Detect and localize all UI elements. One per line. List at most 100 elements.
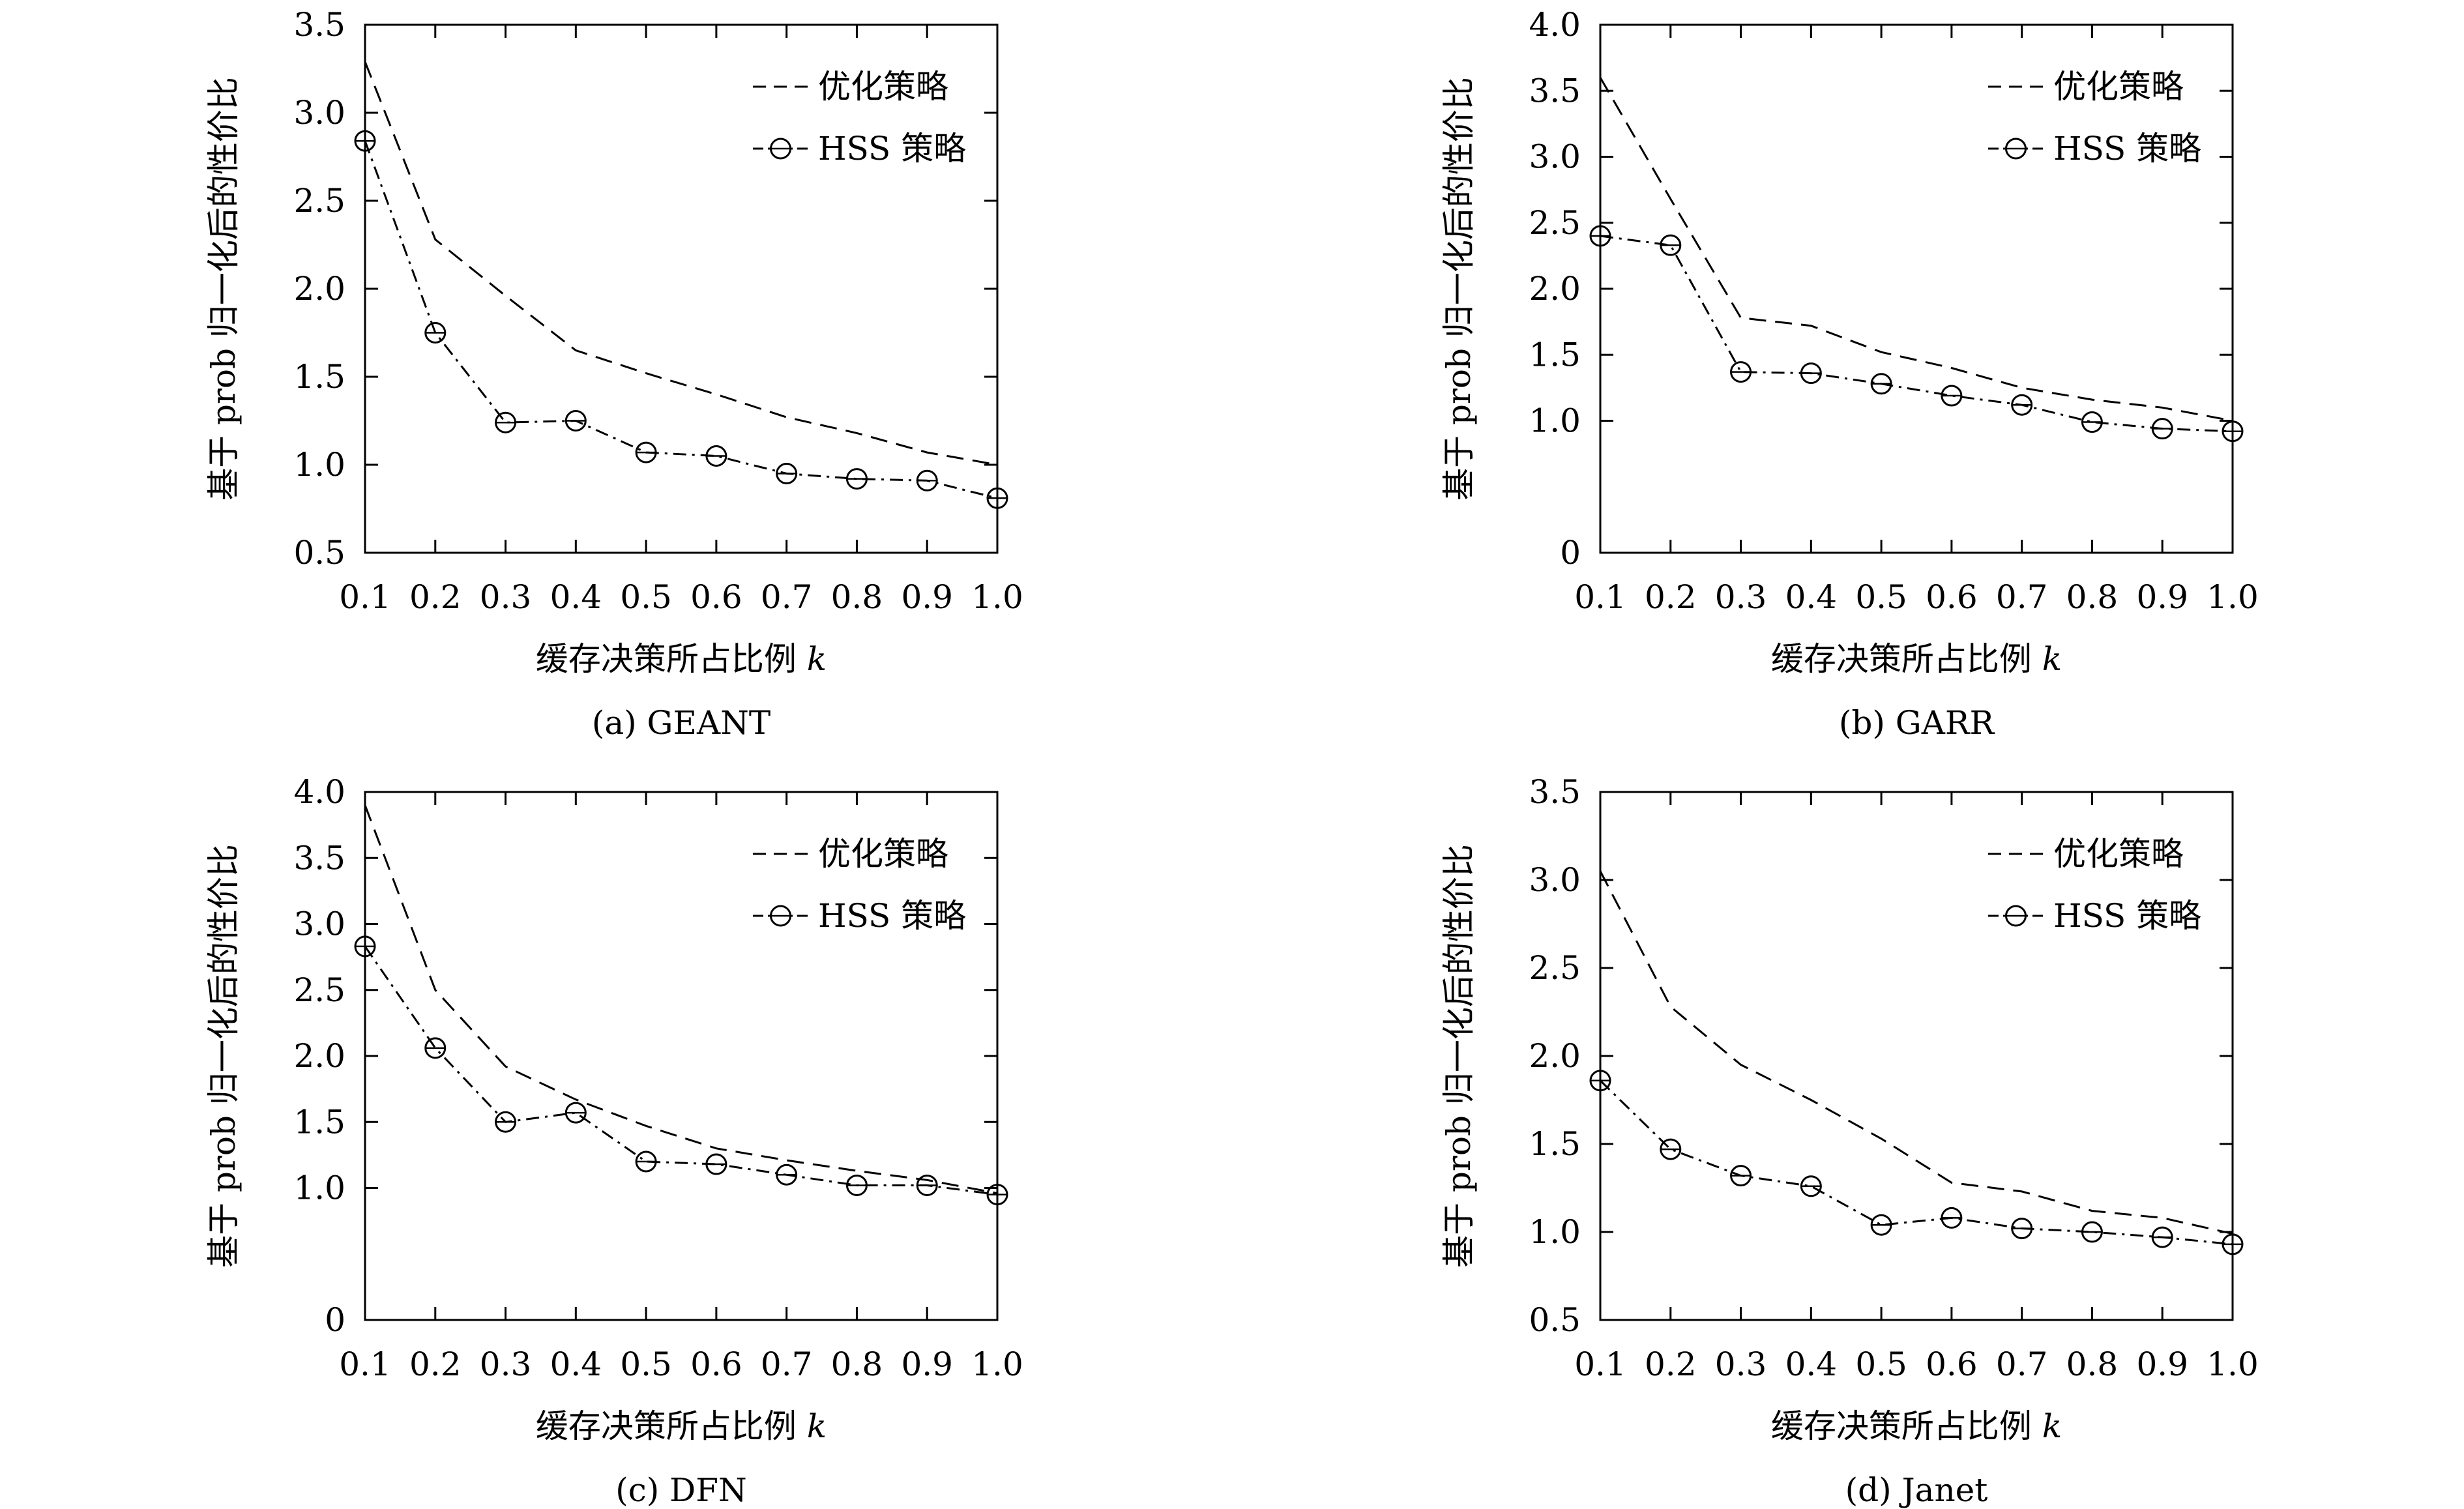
y-tick-label: 1.0 [1529, 1213, 1581, 1251]
x-tick-label: 0.6 [690, 578, 742, 616]
y-tick-label: 0 [325, 1301, 345, 1339]
legend-label-optimal: 优化策略 [818, 68, 948, 106]
y-axis-label: 基于 prob 归一化后的性价比 [205, 77, 242, 501]
y-tick-label: 1.0 [1529, 402, 1581, 440]
x-tick-label: 0.6 [690, 1345, 742, 1383]
hss-series-line [364, 140, 998, 499]
chart-panel-3: 0.1 0.2 0.3 0.4 0.5 0.6 0.7 0.8 0.9 1.0 0 1.0 1.5 2.0… [205, 773, 1023, 1509]
x-tick-label: 0.8 [831, 1345, 883, 1383]
y-tick-label: 2.0 [293, 1037, 345, 1075]
x-tick-label: 0.2 [1645, 578, 1697, 616]
y-tick-label: 2.0 [1529, 1037, 1581, 1075]
hss-series-line [364, 946, 998, 1196]
y-axis-label: 基于 prob 归一化后的性价比 [205, 844, 242, 1268]
x-tick-label: 0.7 [1996, 1345, 2048, 1383]
y-tick-label: 1.5 [1529, 1125, 1581, 1163]
x-axis-label: 缓存决策所占比例 k [1771, 1407, 2062, 1445]
x-tick-label: 0.9 [2136, 1345, 2188, 1383]
x-tick-label: 0.5 [620, 1345, 672, 1383]
y-tick-label: 3.0 [293, 94, 345, 132]
y-tick-label: 2.5 [293, 182, 345, 220]
panel-caption: (b) GARR [1839, 704, 1995, 742]
x-tick-label: 0.7 [761, 578, 813, 616]
hss-series-line [1599, 1079, 2233, 1246]
legend-label-hss: HSS 策略 [2053, 897, 2201, 935]
y-tick-label: 1.5 [293, 1103, 345, 1141]
x-tick-label: 0.4 [550, 578, 602, 616]
y-tick-label: 0.5 [1529, 1301, 1581, 1339]
hss-series-line [1600, 235, 2233, 433]
legend-label-hss: HSS 策略 [818, 897, 966, 935]
x-tick-label: 0.5 [1855, 1345, 1907, 1383]
x-tick-label: 0.8 [2066, 578, 2119, 616]
y-tick-label: 1.0 [293, 1169, 345, 1207]
x-tick-label: 0.5 [1855, 578, 1907, 616]
x-tick-label: 0.9 [2136, 578, 2188, 616]
y-axis-label: 基于 prob 归一化后的性价比 [1440, 77, 1478, 501]
y-tick-label: 2.5 [1529, 949, 1581, 987]
optimal-series-line [364, 61, 998, 466]
x-axis-label: 缓存决策所占比例 k [536, 1407, 827, 1445]
y-tick-label: 3.0 [293, 905, 345, 943]
x-tick-label: 0.1 [339, 578, 391, 616]
x-tick-label: 0.7 [761, 1345, 813, 1383]
optimal-series-line [1599, 77, 2233, 422]
y-tick-label: 3.5 [1529, 773, 1581, 811]
legend-label-hss: HSS 策略 [818, 130, 966, 168]
x-tick-label: 0.6 [1926, 1345, 1978, 1383]
y-axis-label: 基于 prob 归一化后的性价比 [1440, 844, 1478, 1268]
y-tick-label: 0 [1560, 534, 1581, 572]
panel-caption: (c) DFN [615, 1471, 746, 1509]
chart-panel-2: 0.1 0.2 0.3 0.4 0.5 0.6 0.7 0.8 0.9 1.0 0 1.0 1.5 2.0… [1440, 6, 2259, 742]
y-tick-label: 3.0 [1529, 861, 1581, 899]
y-tick-label: 3.0 [1529, 138, 1581, 176]
optimal-series-line [1599, 870, 2233, 1235]
chart-panel-1: 0.1 0.2 0.3 0.4 0.5 0.6 0.7 0.8 0.9 1.0 0.5 1.0 1.5 2… [205, 6, 1023, 742]
legend-label-optimal: 优化策略 [2053, 835, 2184, 873]
y-tick-label: 2.0 [1529, 270, 1581, 308]
x-tick-label: 0.2 [409, 578, 462, 616]
y-tick-label: 4.0 [1529, 6, 1581, 44]
x-tick-label: 0.3 [480, 578, 532, 616]
x-tick-label: 0.4 [550, 1345, 602, 1383]
x-tick-label: 0.1 [339, 1345, 391, 1383]
x-tick-label: 0.3 [1715, 578, 1767, 616]
legend-label-optimal: 优化策略 [818, 835, 948, 873]
x-tick-label: 1.0 [2207, 1345, 2259, 1383]
x-tick-label: 0.8 [831, 578, 883, 616]
y-tick-label: 0.5 [293, 534, 345, 572]
y-tick-label: 3.5 [1529, 72, 1581, 110]
x-tick-label: 0.1 [1574, 1345, 1626, 1383]
x-tick-label: 0.2 [1645, 1345, 1697, 1383]
y-tick-label: 3.5 [293, 6, 345, 44]
x-tick-label: 0.3 [1715, 1345, 1767, 1383]
x-tick-label: 0.9 [901, 578, 953, 616]
y-tick-label: 4.0 [293, 773, 345, 811]
chart-panel-4: 0.1 0.2 0.3 0.4 0.5 0.6 0.7 0.8 0.9 1.0 0.5 1.0 1.5 2… [1440, 773, 2259, 1509]
x-tick-label: 0.4 [1785, 1345, 1838, 1383]
x-tick-label: 0.8 [2066, 1345, 2119, 1383]
x-tick-label: 0.9 [901, 1345, 953, 1383]
x-axis-label: 缓存决策所占比例 k [1771, 640, 2062, 678]
x-tick-label: 0.2 [409, 1345, 462, 1383]
x-tick-label: 1.0 [971, 1345, 1023, 1383]
y-tick-label: 1.5 [293, 358, 345, 396]
legend-label-hss: HSS 策略 [2053, 130, 2201, 168]
x-tick-label: 0.3 [480, 1345, 532, 1383]
legend-label-optimal: 优化策略 [2053, 68, 2184, 106]
x-tick-label: 0.7 [1996, 578, 2048, 616]
optimal-series-line [364, 804, 998, 1195]
y-tick-label: 1.0 [293, 446, 345, 484]
y-tick-label: 2.5 [293, 971, 345, 1009]
x-tick-label: 1.0 [971, 578, 1023, 616]
x-tick-label: 1.0 [2207, 578, 2259, 616]
y-tick-label: 2.0 [293, 270, 345, 308]
y-tick-label: 2.5 [1529, 204, 1581, 242]
x-tick-label: 0.1 [1574, 578, 1626, 616]
panel-caption: (d) Janet [1845, 1471, 1988, 1509]
x-axis-label: 缓存决策所占比例 k [536, 640, 827, 678]
y-tick-label: 3.5 [293, 839, 345, 877]
x-tick-label: 0.4 [1785, 578, 1838, 616]
y-tick-label: 1.5 [1529, 336, 1581, 374]
